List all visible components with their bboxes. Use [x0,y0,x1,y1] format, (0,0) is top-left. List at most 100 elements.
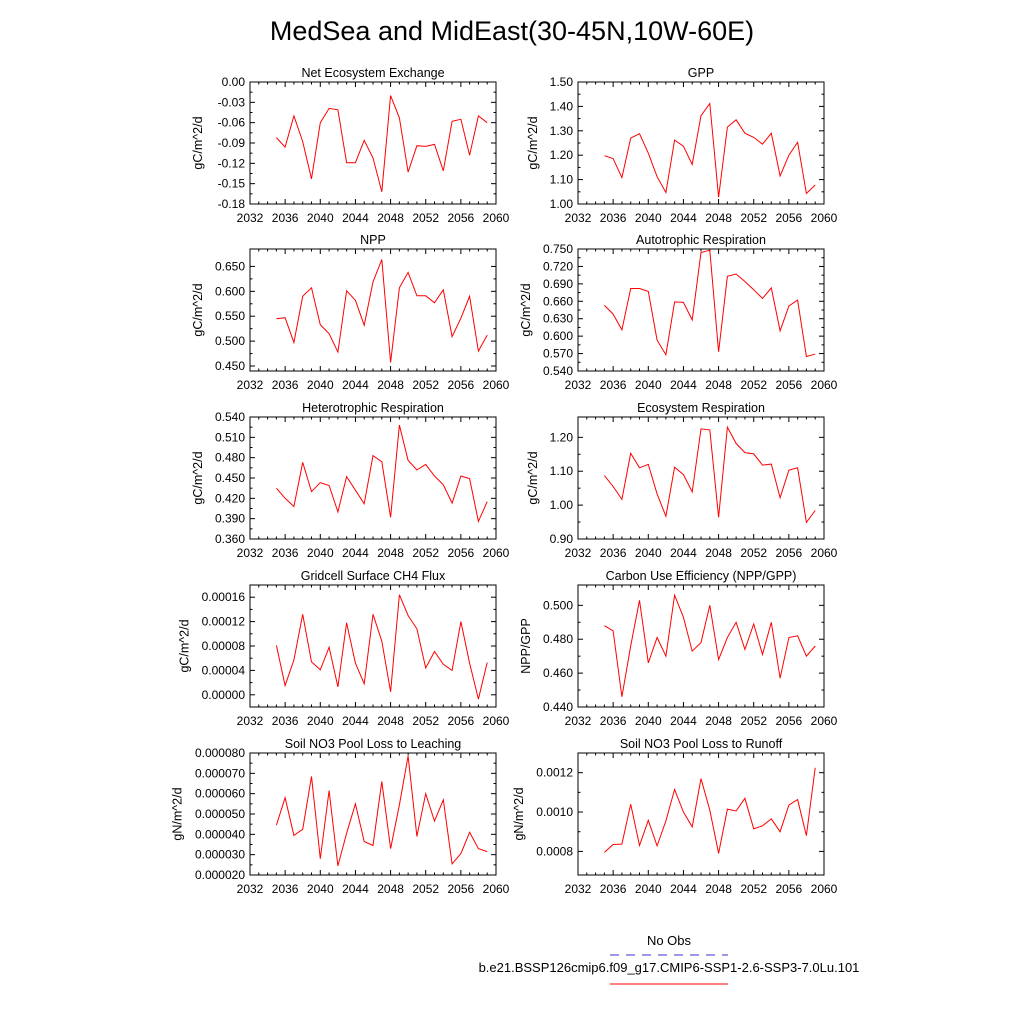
y-axis-label: gN/m^2/d [512,787,526,840]
y-tick-label: -0.09 [218,136,246,150]
plot-frame [249,416,497,540]
x-tick-label: 2032 [565,211,592,225]
y-tick-label: 0.390 [215,512,245,526]
y-tick-label: -0.18 [218,197,246,211]
panel-title: Soil NO3 Pool Loss to Leaching [285,737,462,751]
panel-title: NPP [360,233,386,247]
y-tick-label: 0.0010 [536,805,573,819]
x-tick-label: 2052 [740,714,767,728]
y-tick-label: 0.000020 [195,868,245,882]
y-tick-label: -0.03 [218,95,246,109]
y-tick-label: 1.30 [550,124,574,138]
y-axis-label: gC/m^2/d [526,451,540,504]
x-tick-label: 2052 [412,378,439,392]
series-line [604,425,816,524]
y-tick-label: 0.690 [543,277,573,291]
y-axis-label: gC/m^2/d [519,283,533,336]
plot-frame [577,81,825,205]
y-tick-label: 1.20 [550,148,574,162]
x-tick-label: 2056 [448,378,475,392]
series-line [275,755,488,867]
y-tick-label: 0.0008 [536,844,573,858]
series-line [604,249,816,358]
panel-title: Gridcell Surface CH4 Flux [301,569,446,583]
x-tick-label: 2036 [600,378,627,392]
plot-frame [577,416,825,540]
x-tick-label: 2056 [776,378,803,392]
y-tick-label: 1.40 [550,99,574,113]
chart-panel: GPP 2032 2036 2040 2044 2048 2052 2056 2060 1.50 1… [526,66,838,225]
x-tick-label: 2032 [565,546,592,560]
x-tick-label: 2048 [377,546,404,560]
y-tick-label: 0.000070 [195,766,245,780]
y-tick-label: 0.90 [550,532,574,546]
y-axis-label: NPP/GPP [519,618,533,674]
series-line [604,102,816,198]
x-tick-label: 2040 [635,378,662,392]
y-tick-label: 0.440 [543,700,573,714]
x-tick-label: 2048 [377,714,404,728]
x-tick-label: 2032 [237,546,264,560]
y-tick-label: 1.20 [550,430,574,444]
legend: No Obs b.e21.BSSP126cmip6.f09_g17.CMIP6-… [479,933,859,985]
x-tick-label: 2044 [342,211,369,225]
x-tick-label: 2040 [307,882,334,896]
y-tick-label: 0.650 [215,259,245,273]
y-tick-label: 0.500 [543,598,573,612]
y-tick-label: 1.10 [550,173,574,187]
y-tick-label: 0.570 [543,347,573,361]
y-tick-label: 0.0012 [536,766,573,780]
x-tick-label: 2060 [811,211,838,225]
x-tick-label: 2044 [670,211,697,225]
chart-panel: Soil NO3 Pool Loss to Runoff 2032 2036 2040… [512,737,837,896]
y-tick-label: 1.00 [550,498,574,512]
y-tick-label: 0.00012 [202,615,246,629]
y-tick-label: 1.10 [550,464,574,478]
y-tick-label: 0.630 [543,312,573,326]
y-tick-label: 0.000040 [195,827,245,841]
legend-obs-label: No Obs [647,933,692,948]
y-tick-label: 0.500 [215,334,245,348]
x-tick-label: 2048 [377,211,404,225]
y-tick-label: 0.660 [543,294,573,308]
x-tick-label: 2048 [377,378,404,392]
y-tick-label: 0.510 [215,430,245,444]
x-tick-label: 2044 [342,546,369,560]
y-tick-label: 0.600 [215,284,245,298]
panel-title: GPP [688,66,714,80]
series-line [604,593,816,697]
x-tick-label: 2056 [448,714,475,728]
y-tick-label: 0.480 [215,451,245,465]
x-tick-label: 2048 [705,714,732,728]
x-tick-label: 2044 [670,714,697,728]
series-line [276,259,488,363]
y-tick-label: 0.000080 [195,746,245,760]
panel-title: Heterotrophic Respiration [302,401,444,415]
y-tick-label: 0.00004 [202,663,246,677]
x-tick-label: 2052 [740,378,767,392]
chart-panel: Net Ecosystem Exchange 2032 2036 2040 2044 20… [191,66,510,225]
y-tick-label: -0.15 [218,177,246,191]
y-tick-label: 0.450 [215,359,245,373]
x-tick-label: 2056 [776,546,803,560]
x-tick-label: 2040 [635,546,662,560]
y-tick-label: 0.540 [215,410,245,424]
panel-title: Carbon Use Efficiency (NPP/GPP) [606,569,797,583]
chart-panel: Soil NO3 Pool Loss to Leaching 2032 2036 20… [171,737,510,896]
x-tick-label: 2036 [600,882,627,896]
x-tick-label: 2060 [483,882,510,896]
y-axis-label: gC/m^2/d [177,619,191,672]
panel-title: Ecosystem Respiration [637,401,765,415]
x-tick-label: 2040 [635,211,662,225]
y-tick-label: 0.480 [543,632,573,646]
chart-panel: Heterotrophic Respiration 2032 2036 2040 204… [191,401,510,560]
plot-frame [249,81,497,205]
y-axis-label: gC/m^2/d [526,116,540,169]
x-tick-label: 2040 [307,378,334,392]
plot-frame [249,752,497,876]
x-tick-label: 2052 [412,882,439,896]
x-tick-label: 2060 [483,714,510,728]
chart-panel: Ecosystem Respiration 2032 2036 2040 2044 204… [526,401,838,560]
y-tick-label: 0.450 [215,471,245,485]
